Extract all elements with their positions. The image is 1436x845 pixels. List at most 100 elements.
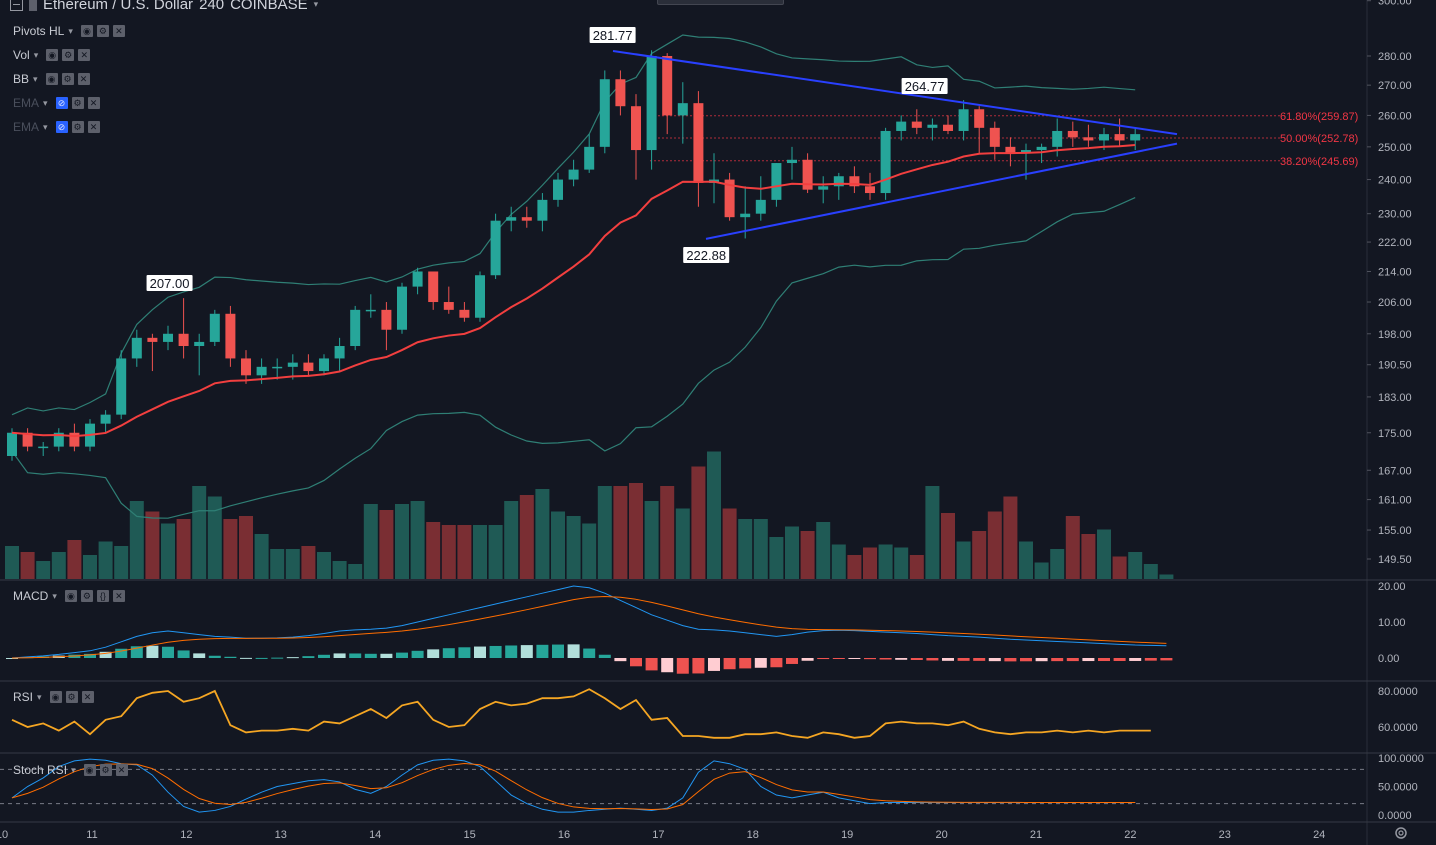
eye-off-icon[interactable]: ⊘	[55, 97, 68, 109]
macd-histogram-bar	[396, 652, 408, 658]
macd-histogram-bar	[130, 646, 143, 658]
gear-icon[interactable]: ⚙	[71, 97, 84, 109]
indicator-name: Pivots HL	[13, 24, 65, 38]
eye-icon[interactable]: ◉	[45, 73, 58, 85]
volume-bar	[395, 504, 409, 579]
candle-body	[147, 337, 158, 342]
macd-histogram-bar	[442, 648, 455, 658]
close-icon[interactable]: ✕	[78, 49, 91, 61]
volume-bar	[1019, 541, 1033, 579]
price-tick-label: 190.50	[1378, 360, 1412, 372]
symbol-name[interactable]: Ethereum / U.S. Dollar	[43, 0, 194, 13]
legend-stoch[interactable]: Stoch RSI ▾ ◉ ⚙ ✕	[13, 763, 128, 777]
macd-tick-label: 20.00	[1378, 581, 1406, 593]
volume-bar	[831, 544, 846, 579]
chart-title[interactable]: Ethereum / U.S. Dollar 240 COINBASE ▾	[10, 0, 322, 13]
candle-body	[896, 121, 907, 131]
gear-icon[interactable]	[1392, 824, 1410, 842]
close-icon[interactable]: ✕	[77, 73, 90, 85]
candle-body	[662, 56, 673, 116]
time-tick-label: 18	[747, 829, 759, 841]
candle-body	[599, 79, 610, 147]
macd-histogram-bar	[739, 658, 752, 669]
close-icon[interactable]: ✕	[115, 764, 128, 776]
macd-histogram-bar	[505, 645, 518, 658]
price-tick-label: 214.00	[1378, 266, 1412, 278]
chevron-down-icon[interactable]: ▾	[33, 49, 39, 60]
gear-icon[interactable]: ⚙	[71, 121, 84, 133]
close-icon[interactable]: ✕	[81, 691, 94, 703]
gear-icon[interactable]: ⚙	[61, 73, 74, 85]
volume-bar	[473, 525, 487, 579]
close-icon[interactable]: ✕	[112, 25, 125, 37]
time-tick-label: 15	[463, 829, 475, 841]
stoch-tick-label: 100.0000	[1378, 753, 1424, 765]
volume-bar	[441, 525, 456, 579]
chevron-down-icon[interactable]: ▾	[37, 691, 42, 702]
candle-body	[397, 286, 407, 330]
candle-body	[1067, 130, 1078, 138]
gear-icon[interactable]: ⚙	[62, 49, 75, 61]
legend-ema-2[interactable]: EMA ▾ ⊘ ⚙ ✕	[13, 120, 100, 134]
volume-bar	[410, 501, 425, 579]
interval-label[interactable]: 240	[199, 0, 225, 13]
candle-body	[131, 337, 142, 359]
volume-bar	[1034, 562, 1049, 579]
gear-icon[interactable]: ⚙	[96, 25, 109, 37]
legend-bb[interactable]: BB ▾ ◉ ⚙ ✕	[13, 72, 90, 86]
legend-rsi[interactable]: RSI ▾ ◉ ⚙ ✕	[13, 690, 94, 704]
macd-histogram-bar	[520, 645, 533, 658]
close-icon[interactable]: ✕	[87, 97, 100, 109]
indicator-name: EMA	[13, 96, 40, 110]
candle-body	[194, 341, 205, 347]
volume-bar	[769, 537, 784, 579]
time-tick-label: 19	[841, 829, 853, 841]
volume-bar	[566, 516, 581, 579]
legend-ema-1[interactable]: EMA ▾ ⊘ ⚙ ✕	[13, 96, 100, 110]
volume-bar	[691, 466, 706, 579]
chevron-down-icon[interactable]: ▾	[313, 0, 319, 9]
chevron-down-icon[interactable]: ▾	[43, 121, 48, 132]
volume-bar	[176, 519, 191, 579]
candle-body	[911, 121, 922, 128]
gear-icon[interactable]: ⚙	[99, 764, 112, 776]
legend-macd[interactable]: MACD ▾ ◉ ⚙ {} ✕	[13, 589, 125, 603]
candle-body	[880, 130, 891, 194]
close-icon[interactable]: ✕	[112, 590, 125, 602]
gear-icon[interactable]: ⚙	[65, 691, 78, 703]
chevron-down-icon[interactable]: ▾	[71, 764, 76, 775]
candle-body	[22, 432, 33, 447]
top-tab[interactable]	[657, 0, 784, 5]
legend-vol[interactable]: Vol ▾ ◉ ⚙ ✕	[13, 48, 91, 62]
eye-icon[interactable]: ◉	[64, 590, 77, 602]
legend-pivots[interactable]: Pivots HL ▾ ◉ ⚙ ✕	[13, 24, 125, 38]
volume-bar	[1081, 534, 1096, 579]
code-icon[interactable]: {}	[96, 590, 109, 602]
macd-histogram-bar	[271, 657, 284, 659]
eye-icon[interactable]: ◉	[80, 25, 93, 37]
gear-icon[interactable]: ⚙	[80, 590, 93, 602]
pivot-label: 222.88	[686, 248, 726, 263]
volume-bar	[239, 516, 253, 579]
chevron-down-icon[interactable]: ▾	[33, 73, 38, 84]
eye-off-icon[interactable]: ⊘	[55, 121, 68, 133]
chevron-down-icon[interactable]: ▾	[68, 25, 73, 36]
macd-histogram-bar	[676, 658, 689, 674]
price-tick-label: 250.00	[1378, 142, 1412, 154]
chevron-down-icon[interactable]: ▾	[43, 97, 48, 108]
exchange-label[interactable]: COINBASE	[230, 0, 308, 13]
macd-histogram-bar	[552, 644, 564, 658]
eye-icon[interactable]: ◉	[46, 49, 59, 61]
close-icon[interactable]: ✕	[87, 121, 100, 133]
signal-line	[11, 595, 1167, 659]
macd-histogram-bar	[848, 658, 861, 659]
volume-bar	[1050, 549, 1065, 579]
collapse-icon[interactable]	[10, 0, 23, 11]
candle-body	[53, 432, 64, 447]
chevron-down-icon[interactable]: ▾	[52, 590, 57, 601]
eye-icon[interactable]: ◉	[49, 691, 62, 703]
eye-icon[interactable]: ◉	[83, 764, 96, 776]
time-tick-label: 11	[86, 829, 97, 841]
candle-body	[849, 176, 860, 187]
